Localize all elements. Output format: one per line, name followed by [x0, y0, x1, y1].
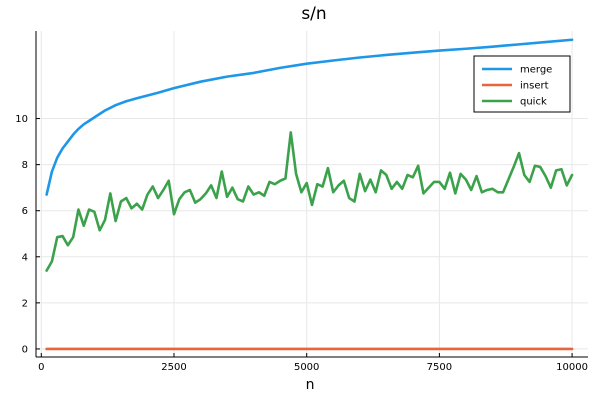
axes: 0 2500 5000 7500 10000 0 2 4 6 8 10: [15, 31, 588, 373]
x-tick-label: 7500: [427, 362, 452, 373]
y-tick-label: 2: [22, 298, 28, 309]
y-tick-label: 10: [15, 114, 28, 125]
y-tick-label: 8: [22, 160, 28, 171]
chart-title: s/n: [301, 4, 326, 24]
x-tick-label: 0: [38, 362, 44, 373]
x-tick-label: 2500: [161, 362, 186, 373]
legend-label-insert: insert: [520, 81, 549, 92]
series-lines: [45, 38, 574, 351]
series-line-quick: [45, 131, 574, 272]
x-tick-label: 5000: [294, 362, 319, 373]
x-axis-title: n: [306, 377, 315, 393]
y-tick-label: 6: [22, 206, 28, 217]
x-tick-label: 10000: [556, 362, 588, 373]
legend: merge insert quick: [473, 55, 571, 113]
legend-label-quick: quick: [520, 97, 547, 108]
legend-label-merge: merge: [520, 65, 552, 76]
series-line-merge: [45, 38, 574, 196]
y-tick-label: 4: [22, 252, 28, 263]
y-tick-label: 0: [22, 344, 28, 355]
